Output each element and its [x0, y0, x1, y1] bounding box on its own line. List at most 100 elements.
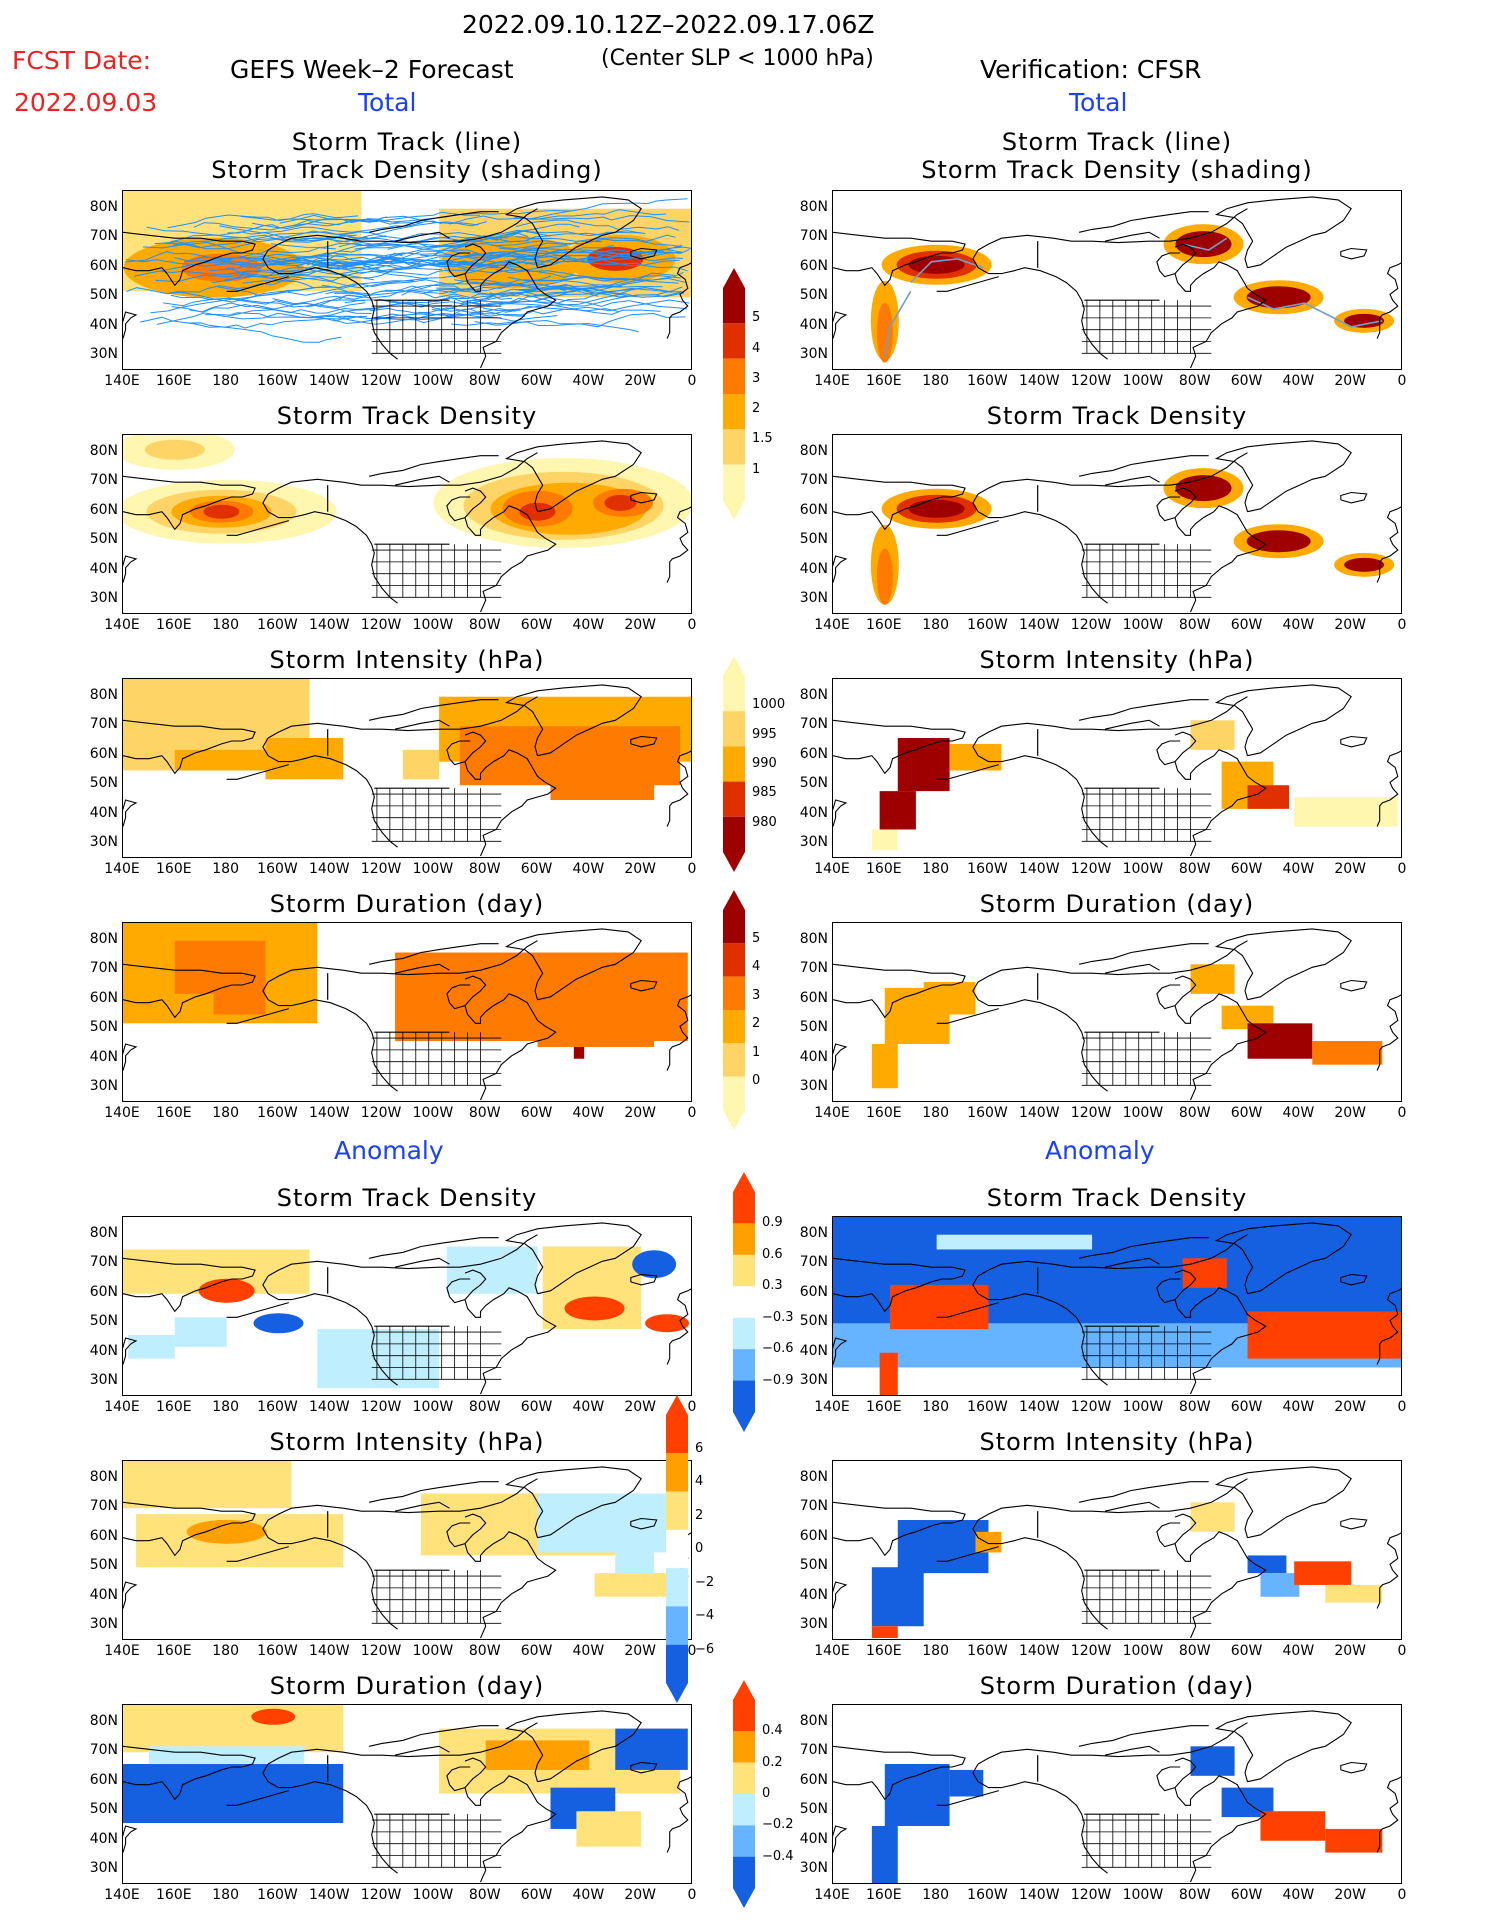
lon-tick-label: 160E: [156, 1887, 192, 1903]
lon-tick-label: 120W: [360, 1887, 402, 1903]
lat-tick-label: 50N: [89, 1801, 118, 1818]
lat-tick-label: 50N: [799, 531, 828, 548]
lat-tick-label: 70N: [799, 472, 828, 489]
colorbar-tick-label: −0.6: [762, 1341, 794, 1357]
lon-tick-label: 40W: [572, 373, 605, 389]
lon-tick-label: 20W: [624, 1887, 656, 1903]
colorbar-tick-label: 5: [752, 310, 761, 326]
lon-tick-label: 0: [1397, 1887, 1407, 1903]
lon-tick-label: 40W: [572, 1399, 605, 1415]
lat-tick-label: 30N: [89, 346, 118, 363]
lon-tick-label: 80W: [1178, 1399, 1211, 1415]
lon-tick-label: 160W: [257, 1105, 298, 1121]
lon-tick-label: 140W: [1018, 1887, 1060, 1903]
lon-tick-label: 40W: [572, 861, 605, 877]
verification-storm-track-title: Storm Track Density (shading): [921, 156, 1313, 184]
lat-tick-label: 30N: [799, 1860, 828, 1877]
lon-tick-label: 60W: [1230, 617, 1263, 633]
colorbar-tick-label: 4: [695, 1474, 704, 1489]
lon-tick-label: 160W: [967, 1643, 1008, 1659]
slp-criteria: (Center SLP < 1000 hPa): [601, 46, 874, 71]
lon-tick-label: 80W: [468, 617, 501, 633]
lon-tick-label: 0: [687, 1399, 697, 1415]
lat-tick-label: 30N: [89, 1372, 118, 1389]
forecast-storm-track-density-title: Storm Track Density: [276, 402, 538, 430]
lon-tick-label: 140W: [308, 1643, 350, 1659]
colorbar-tick-label: 6: [695, 1440, 704, 1456]
colorbar-tick-label: 985: [752, 785, 777, 801]
lat-tick-label: 80N: [799, 442, 828, 459]
forecast-storm-track-density-map: [122, 434, 692, 614]
lon-tick-label: 140W: [1018, 861, 1060, 877]
lon-tick-label: 160W: [967, 1399, 1008, 1415]
lon-tick-label: 120W: [1070, 617, 1112, 633]
lon-tick-label: 40W: [1282, 1887, 1315, 1903]
lon-tick-label: 160W: [967, 1105, 1008, 1121]
lon-tick-label: 120W: [360, 617, 402, 633]
forecast-anomaly-storm-track-density-title: Storm Track Density: [276, 1184, 538, 1212]
lon-tick-label: 160E: [866, 617, 902, 633]
lat-tick-label: 40N: [799, 560, 828, 577]
lon-tick-label: 40W: [1282, 1399, 1315, 1415]
lon-tick-label: 20W: [624, 1399, 656, 1415]
lon-tick-label: 140W: [1018, 373, 1060, 389]
lon-tick-label: 0: [1397, 1643, 1407, 1659]
lon-tick-label: 100W: [412, 861, 454, 877]
lon-tick-label: 0: [687, 1105, 697, 1121]
lat-tick-label: 60N: [89, 1527, 118, 1544]
forecast-anomaly-storm-intensity-map: [122, 1460, 692, 1640]
lat-tick-label: 80N: [799, 1224, 828, 1241]
anomaly-label-right: Anomaly: [1045, 1136, 1155, 1165]
lat-tick-label: 50N: [89, 287, 118, 304]
period-title: 2022.09.10.12Z–2022.09.17.06Z: [462, 10, 875, 39]
lat-tick-label: 30N: [89, 590, 118, 607]
lon-tick-label: 40W: [1282, 861, 1315, 877]
lat-tick-label: 70N: [89, 228, 118, 245]
lon-tick-label: 20W: [624, 617, 656, 633]
lon-tick-label: 100W: [1122, 861, 1164, 877]
verification-storm-intensity-title: Storm Intensity (hPa): [979, 646, 1255, 674]
lat-tick-label: 60N: [89, 1283, 118, 1300]
lat-tick-label: 60N: [799, 745, 828, 762]
lat-tick-label: 40N: [799, 316, 828, 333]
lat-tick-label: 50N: [89, 1019, 118, 1036]
fcst-date-value: 2022.09.03: [14, 88, 158, 117]
verification-storm-track-title: Storm Track (line): [1001, 128, 1233, 156]
colorbar-tick-label: 0.2: [762, 1754, 783, 1770]
lat-tick-label: 60N: [799, 989, 828, 1006]
lon-tick-label: 180: [922, 373, 949, 389]
lon-tick-label: 140W: [1018, 1643, 1060, 1659]
lon-tick-label: 120W: [360, 1399, 402, 1415]
verification-storm-intensity-map: [832, 678, 1402, 858]
lat-tick-label: 30N: [89, 1078, 118, 1095]
lon-tick-label: 160E: [156, 1399, 192, 1415]
lon-tick-label: 0: [687, 373, 697, 389]
lon-tick-label: 140E: [104, 1643, 140, 1659]
lon-tick-label: 120W: [1070, 373, 1112, 389]
colorbar-tick-label: 1: [752, 461, 761, 477]
verification-anomaly-storm-intensity-title: Storm Intensity (hPa): [979, 1428, 1255, 1456]
total-label-left: Total: [358, 88, 417, 117]
lon-tick-label: 0: [1397, 1399, 1407, 1415]
lon-tick-label: 20W: [1334, 1399, 1366, 1415]
lat-tick-label: 70N: [799, 960, 828, 977]
colorbar-tick-label: 2: [695, 1507, 704, 1523]
lat-tick-label: 70N: [799, 1498, 828, 1515]
lon-tick-label: 140E: [104, 373, 140, 389]
colorbar-density-total: [722, 268, 746, 524]
lon-tick-label: 120W: [1070, 1643, 1112, 1659]
lon-tick-label: 140E: [814, 861, 850, 877]
lon-tick-label: 80W: [468, 373, 501, 389]
colorbar-tick-label: 0: [695, 1541, 704, 1556]
colorbar-duration-total: [722, 890, 746, 1134]
lat-tick-label: 60N: [89, 989, 118, 1006]
verification-storm-duration-title: Storm Duration (day): [979, 890, 1255, 918]
lat-tick-label: 40N: [799, 1586, 828, 1603]
lat-tick-label: 30N: [799, 1372, 828, 1389]
lon-tick-label: 160W: [257, 373, 298, 389]
lon-tick-label: 60W: [520, 617, 553, 633]
colorbar-tick-label: 4: [752, 959, 761, 975]
lon-tick-label: 100W: [412, 1399, 454, 1415]
lat-tick-label: 30N: [89, 834, 118, 851]
lon-tick-label: 80W: [468, 1105, 501, 1121]
